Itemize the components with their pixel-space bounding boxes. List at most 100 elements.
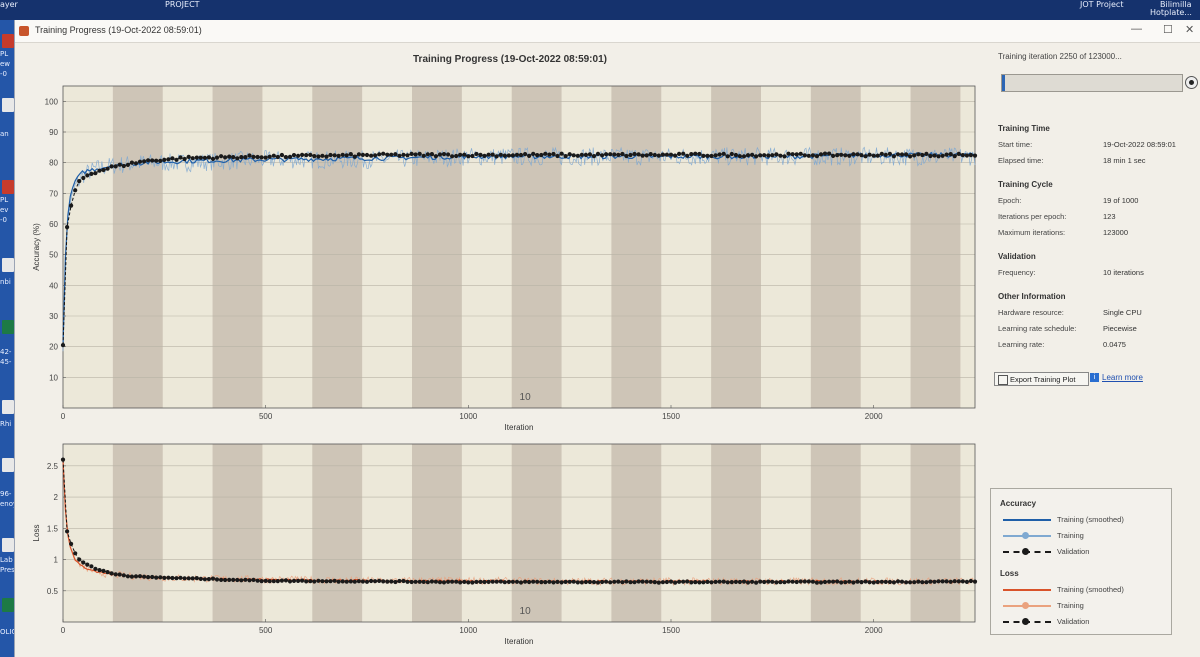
validation-point — [758, 579, 763, 584]
validation-point — [616, 579, 621, 584]
pdf-file-icon[interactable] — [2, 180, 14, 194]
validation-point — [133, 574, 139, 579]
validation-point — [231, 577, 236, 583]
validation-point — [328, 579, 333, 584]
validation-point — [604, 579, 609, 584]
info-icon: i — [1090, 373, 1099, 382]
validation-point — [409, 579, 414, 585]
validation-point — [227, 154, 232, 159]
validation-point — [960, 579, 965, 584]
document-icon[interactable] — [2, 458, 14, 472]
validation-point — [223, 577, 228, 583]
validation-point — [235, 156, 240, 161]
validation-point — [450, 154, 455, 159]
validation-point — [117, 572, 122, 577]
validation-point — [831, 579, 836, 584]
validation-point — [65, 529, 70, 534]
validation-point — [174, 157, 179, 162]
excel-file-icon[interactable] — [2, 320, 14, 334]
x-tick-label: 0 — [61, 626, 66, 635]
validation-point — [571, 579, 576, 584]
validation-point — [827, 579, 832, 584]
y-tick-label: 40 — [49, 281, 58, 290]
validation-point — [267, 579, 272, 584]
validation-point — [397, 578, 402, 584]
legend-swatch-loss-smoothed — [1003, 589, 1051, 591]
excel-file-icon[interactable] — [2, 598, 14, 612]
iteration-status: Training iteration 2250 of 123000... — [998, 52, 1122, 61]
epoch-band — [112, 444, 163, 622]
validation-point — [940, 153, 945, 158]
validation-point — [514, 152, 520, 157]
document-icon[interactable] — [2, 538, 14, 552]
info-label: Frequency: — [998, 268, 1036, 277]
validation-point — [555, 579, 560, 585]
validation-point — [899, 579, 905, 584]
validation-point — [316, 154, 321, 159]
validation-point — [121, 163, 126, 169]
validation-point — [360, 152, 365, 157]
validation-point — [956, 579, 961, 584]
validation-point — [754, 580, 759, 585]
x-tick-label: 500 — [259, 412, 273, 421]
validation-point — [818, 580, 824, 585]
validation-point — [227, 577, 232, 583]
validation-point — [745, 580, 751, 585]
validation-point — [604, 152, 609, 157]
validation-point — [810, 579, 816, 584]
validation-point — [69, 541, 74, 547]
validation-point — [822, 579, 828, 585]
validation-point — [936, 579, 941, 584]
validation-point — [178, 155, 183, 160]
document-icon[interactable] — [2, 98, 14, 112]
validation-point — [486, 579, 491, 585]
validation-point — [741, 579, 747, 584]
validation-point — [494, 154, 499, 159]
validation-point — [685, 153, 690, 158]
validation-point — [320, 153, 325, 158]
validation-point — [291, 578, 297, 584]
pdf-file-icon[interactable] — [2, 34, 14, 48]
validation-point — [750, 579, 755, 584]
export-training-plot-button[interactable]: Export Training Plot — [994, 372, 1089, 386]
validation-point — [843, 580, 848, 585]
window-titlebar[interactable]: Training Progress (19-Oct-2022 08:59:01)… — [15, 20, 1200, 43]
info-label: Hardware resource: — [998, 308, 1064, 317]
validation-point — [725, 580, 730, 585]
validation-point — [77, 557, 82, 562]
legend-label: Training (smoothed) — [1057, 515, 1124, 524]
validation-point — [620, 580, 625, 585]
validation-point — [567, 152, 572, 157]
start-time-value: 19-Oct-2022 08:59:01 — [1103, 140, 1176, 149]
validation-point — [725, 154, 730, 159]
validation-point — [806, 579, 811, 584]
validation-point — [754, 154, 759, 159]
validation-point — [673, 580, 678, 585]
validation-point — [924, 580, 929, 585]
validation-point — [219, 154, 224, 159]
learn-more-link[interactable]: Learn more — [1102, 373, 1143, 382]
section-training-time: Training Time — [998, 124, 1050, 133]
validation-point — [523, 152, 528, 157]
desktop-icon-label: Lab M — [0, 556, 21, 564]
validation-point — [231, 155, 236, 160]
validation-point — [381, 151, 386, 156]
validation-point — [778, 153, 783, 158]
desktop-label: ayer — [0, 0, 18, 9]
document-icon[interactable] — [2, 258, 14, 272]
validation-point — [413, 579, 418, 584]
stop-training-button[interactable] — [1185, 76, 1198, 89]
epoch-band — [212, 444, 263, 622]
document-icon[interactable] — [2, 400, 14, 414]
validation-point — [429, 579, 434, 584]
minimize-button[interactable]: — — [1131, 23, 1142, 35]
close-button[interactable]: ✕ — [1185, 24, 1195, 36]
validation-point — [644, 153, 649, 158]
iterations-per-epoch-value: 123 — [1103, 212, 1116, 221]
validation-point — [697, 151, 702, 157]
epoch-band — [511, 86, 562, 408]
validation-point — [381, 579, 386, 584]
maximize-button[interactable]: ☐ — [1163, 24, 1173, 36]
section-validation: Validation — [998, 252, 1036, 261]
validation-point — [287, 154, 293, 159]
